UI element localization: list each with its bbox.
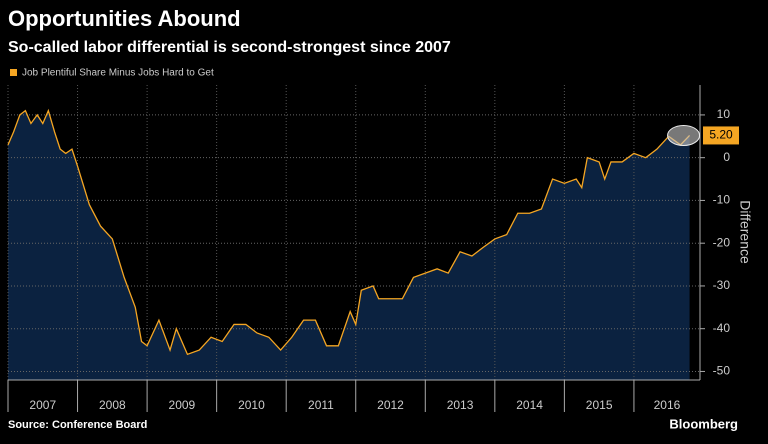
x-tick-label: 2013: [447, 398, 474, 412]
y-tick-label: -20: [713, 235, 731, 249]
value-label-box: [703, 126, 739, 145]
highlight-ellipse: [667, 124, 701, 146]
x-tick-label: 2010: [238, 398, 265, 412]
legend-label: Job Plentiful Share Minus Jobs Hard to G…: [22, 68, 214, 79]
x-tick-label: 2016: [654, 398, 681, 412]
area-fill: [8, 110, 690, 381]
x-tick-label: 2008: [99, 398, 126, 412]
value-label: 5.20: [709, 128, 733, 142]
chart-title: Opportunities Abound: [8, 6, 241, 31]
y-tick-label: -30: [713, 278, 731, 292]
y-tick-label: 10: [717, 107, 731, 121]
legend-swatch: [10, 69, 17, 76]
y-tick-label: -10: [713, 193, 731, 207]
y-axis-label: Difference: [737, 200, 753, 264]
x-tick-label: 2011: [308, 398, 334, 412]
x-tick-label: 2012: [377, 398, 404, 412]
line: [7, 108, 691, 356]
brand: Bloomberg: [669, 416, 738, 431]
chart-subtitle: So-called labor differential is second-s…: [8, 39, 451, 56]
x-tick-label: 2015: [586, 398, 613, 412]
y-tick-label: -50: [713, 364, 731, 378]
y-tick-label: 0: [723, 150, 730, 164]
x-tick-label: 2014: [516, 398, 543, 412]
x-tick-label: 2007: [29, 398, 56, 412]
x-tick-label: 2009: [169, 398, 196, 412]
source: Source: Conference Board: [8, 419, 147, 431]
y-tick-label: -40: [713, 321, 731, 335]
